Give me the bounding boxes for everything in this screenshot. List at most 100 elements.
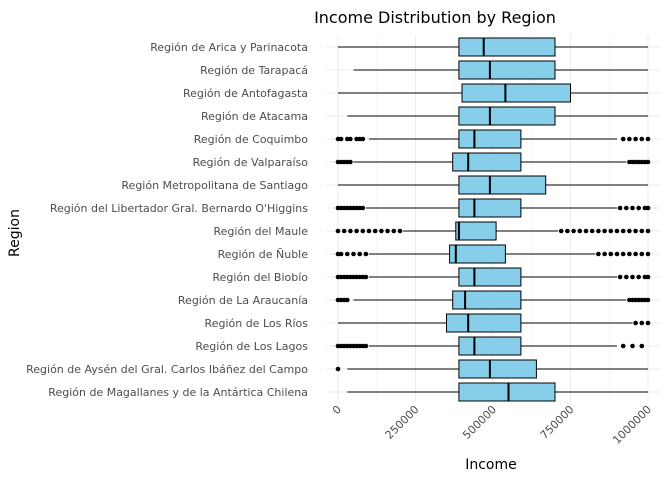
outlier-point <box>620 228 626 234</box>
box-group <box>335 244 651 264</box>
iqr-box <box>458 382 556 402</box>
y-tick-label: Región de Arica y Parinacota <box>150 41 308 54</box>
outlier-point <box>360 228 366 234</box>
outlier-point <box>348 159 353 165</box>
outlier-point <box>639 228 645 234</box>
iqr-box <box>458 336 522 356</box>
x-tick-label: 0 <box>330 403 344 417</box>
box-group <box>353 60 648 80</box>
outlier-point <box>596 228 601 234</box>
box-group <box>335 336 645 356</box>
outlier-point <box>645 228 651 234</box>
y-tick-label: Región de Coquimbo <box>194 133 309 146</box>
outlier-point <box>639 320 645 326</box>
outlier-point <box>366 228 372 234</box>
box-group <box>335 290 651 310</box>
y-tick-label: Región Metropolitana de Santiago <box>121 179 308 192</box>
box-group <box>347 382 648 402</box>
box-group <box>347 106 648 126</box>
box-group <box>335 198 651 218</box>
outlier-point <box>558 228 564 234</box>
y-axis-title: Region <box>7 209 23 257</box>
outlier-point <box>624 274 629 280</box>
y-tick-label: Región de La Araucanía <box>178 294 308 307</box>
iqr-box <box>458 198 522 218</box>
y-tick-label: Región de Los Ríos <box>205 317 309 330</box>
outlier-point <box>391 228 397 234</box>
outlier-point <box>379 228 384 234</box>
box-group <box>338 313 651 333</box>
iqr-box <box>446 313 522 333</box>
outlier-point <box>338 251 344 257</box>
x-tick-label: 1000000 <box>610 403 654 447</box>
outlier-point <box>617 205 623 211</box>
outlier-point <box>645 136 651 142</box>
outlier-point <box>577 228 583 234</box>
outlier-point <box>397 228 403 234</box>
iqr-box <box>452 152 522 172</box>
box-group <box>338 175 648 195</box>
box-group <box>335 129 651 149</box>
outlier-point <box>338 136 344 142</box>
outlier-point <box>360 136 366 142</box>
y-tick-label: Región del Libertador Gral. Bernardo O'H… <box>50 202 308 215</box>
box-group <box>335 221 651 241</box>
outlier-point <box>596 251 601 257</box>
outlier-point <box>608 228 614 234</box>
iqr-box <box>452 290 522 310</box>
box-group <box>335 359 648 379</box>
outlier-point <box>345 251 350 257</box>
outlier-point <box>639 251 645 257</box>
y-tick-label: Región del Biobío <box>212 271 308 284</box>
x-tick-label: 750000 <box>538 403 577 442</box>
outlier-point <box>633 228 638 234</box>
outlier-point <box>608 251 614 257</box>
outlier-point <box>348 136 353 142</box>
outlier-point <box>341 228 347 234</box>
outlier-point <box>363 274 369 280</box>
outlier-point <box>354 228 359 234</box>
outlier-point <box>571 228 576 234</box>
box-group <box>338 83 648 103</box>
outlier-point <box>636 205 641 211</box>
outlier-point <box>620 251 626 257</box>
outlier-point <box>645 251 651 257</box>
outlier-point <box>633 136 638 142</box>
outlier-point <box>363 343 369 349</box>
box-group <box>338 37 648 57</box>
y-tick-label: Región de Ñuble <box>218 248 309 261</box>
outlier-point <box>583 228 589 234</box>
x-axis-title: Income <box>465 457 517 473</box>
iqr-box <box>458 106 556 126</box>
outlier-point <box>602 228 607 234</box>
outlier-point <box>639 136 645 142</box>
outlier-point <box>363 251 369 257</box>
outlier-point <box>589 228 595 234</box>
outlier-point <box>335 228 341 234</box>
outlier-point <box>345 297 350 303</box>
y-tick-label: Región de Los Lagos <box>195 340 308 353</box>
outlier-point <box>627 251 632 257</box>
outlier-point <box>614 228 620 234</box>
box-group <box>335 267 651 287</box>
outlier-point <box>639 343 645 349</box>
outlier-point <box>630 343 635 349</box>
outlier-point <box>645 274 651 280</box>
y-tick-labels: Región de Arica y Parinacota Región de Ta… <box>26 41 308 399</box>
outlier-point <box>636 274 641 280</box>
outlier-point <box>351 251 356 257</box>
outlier-point <box>372 228 378 234</box>
outlier-point <box>385 228 390 234</box>
outlier-point <box>617 274 623 280</box>
outlier-point <box>565 228 570 234</box>
iqr-box <box>458 37 556 57</box>
chart-title: Income Distribution by Region <box>314 8 556 27</box>
y-tick-label: Región de Tarapacá <box>200 64 308 77</box>
iqr-box <box>458 359 537 379</box>
y-tick-label: Región de Aysén del Gral. Carlos Ibáñez … <box>26 363 308 376</box>
outlier-point <box>645 205 651 211</box>
x-tick-label: 250000 <box>383 403 422 442</box>
iqr-box <box>458 175 547 195</box>
outlier-point <box>614 251 620 257</box>
box-group <box>335 152 651 172</box>
